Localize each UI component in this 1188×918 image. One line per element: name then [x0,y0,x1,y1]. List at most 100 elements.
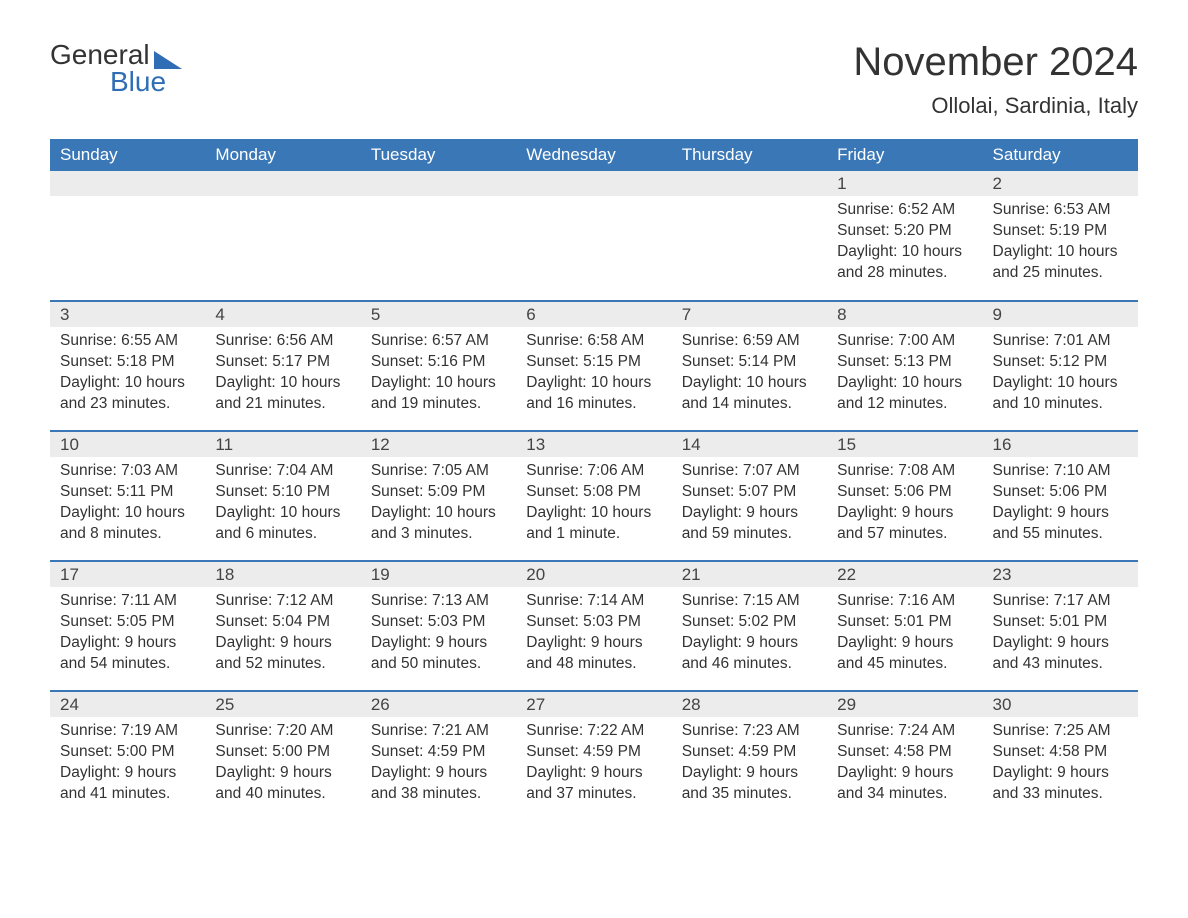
day-details: Sunrise: 7:12 AMSunset: 5:04 PMDaylight:… [205,587,360,683]
calendar-day-cell: 11Sunrise: 7:04 AMSunset: 5:10 PMDayligh… [205,431,360,561]
day-number: 2 [983,171,1138,196]
sunrise-line: Sunrise: 6:52 AM [837,200,972,221]
day-details: Sunrise: 7:15 AMSunset: 5:02 PMDaylight:… [672,587,827,683]
calendar-day-cell: 16Sunrise: 7:10 AMSunset: 5:06 PMDayligh… [983,431,1138,561]
sunset-line: Sunset: 5:01 PM [993,612,1128,633]
daylight-line-2: and 12 minutes. [837,394,972,415]
daylight-line-1: Daylight: 10 hours [215,503,350,524]
day-details: Sunrise: 6:56 AMSunset: 5:17 PMDaylight:… [205,327,360,423]
daylight-line-2: and 38 minutes. [371,784,506,805]
day-number: 3 [50,302,205,327]
sunset-line: Sunset: 5:00 PM [215,742,350,763]
daylight-line-2: and 3 minutes. [371,524,506,545]
daylight-line-2: and 41 minutes. [60,784,195,805]
sunrise-line: Sunrise: 7:11 AM [60,591,195,612]
sunset-line: Sunset: 5:03 PM [371,612,506,633]
sunrise-line: Sunrise: 7:07 AM [682,461,817,482]
sunset-line: Sunset: 5:09 PM [371,482,506,503]
daylight-line-2: and 28 minutes. [837,263,972,284]
day-number [50,171,205,196]
day-details: Sunrise: 7:01 AMSunset: 5:12 PMDaylight:… [983,327,1138,423]
day-number: 24 [50,692,205,717]
daylight-line-2: and 33 minutes. [993,784,1128,805]
daylight-line-2: and 40 minutes. [215,784,350,805]
day-details: Sunrise: 6:53 AMSunset: 5:19 PMDaylight:… [983,196,1138,292]
daylight-line-2: and 45 minutes. [837,654,972,675]
sunrise-line: Sunrise: 7:24 AM [837,721,972,742]
calendar-body: 1Sunrise: 6:52 AMSunset: 5:20 PMDaylight… [50,171,1138,821]
day-number: 10 [50,432,205,457]
day-details: Sunrise: 7:25 AMSunset: 4:58 PMDaylight:… [983,717,1138,813]
day-number: 4 [205,302,360,327]
day-details: Sunrise: 7:00 AMSunset: 5:13 PMDaylight:… [827,327,982,423]
calendar-day-cell: 2Sunrise: 6:53 AMSunset: 5:19 PMDaylight… [983,171,1138,301]
calendar-day-cell: 14Sunrise: 7:07 AMSunset: 5:07 PMDayligh… [672,431,827,561]
sunrise-line: Sunrise: 7:14 AM [526,591,661,612]
daylight-line-2: and 43 minutes. [993,654,1128,675]
sunset-line: Sunset: 4:58 PM [993,742,1128,763]
calendar-day-cell: 10Sunrise: 7:03 AMSunset: 5:11 PMDayligh… [50,431,205,561]
day-number: 16 [983,432,1138,457]
day-number: 11 [205,432,360,457]
weekday-header: Friday [827,139,982,171]
calendar-week-row: 1Sunrise: 6:52 AMSunset: 5:20 PMDaylight… [50,171,1138,301]
daylight-line-1: Daylight: 10 hours [60,373,195,394]
sunset-line: Sunset: 5:10 PM [215,482,350,503]
calendar-day-cell: 3Sunrise: 6:55 AMSunset: 5:18 PMDaylight… [50,301,205,431]
day-number: 28 [672,692,827,717]
day-number: 5 [361,302,516,327]
calendar-day-cell: 4Sunrise: 6:56 AMSunset: 5:17 PMDaylight… [205,301,360,431]
weekday-header: Monday [205,139,360,171]
day-number: 20 [516,562,671,587]
daylight-line-2: and 1 minute. [526,524,661,545]
day-number: 26 [361,692,516,717]
daylight-line-1: Daylight: 10 hours [60,503,195,524]
sunset-line: Sunset: 5:07 PM [682,482,817,503]
sunset-line: Sunset: 5:19 PM [993,221,1128,242]
day-number: 21 [672,562,827,587]
sunset-line: Sunset: 5:08 PM [526,482,661,503]
calendar-day-cell: 22Sunrise: 7:16 AMSunset: 5:01 PMDayligh… [827,561,982,691]
daylight-line-1: Daylight: 10 hours [837,373,972,394]
sunrise-line: Sunrise: 7:25 AM [993,721,1128,742]
calendar-day-cell: 29Sunrise: 7:24 AMSunset: 4:58 PMDayligh… [827,691,982,821]
daylight-line-2: and 8 minutes. [60,524,195,545]
calendar-day-cell: 20Sunrise: 7:14 AMSunset: 5:03 PMDayligh… [516,561,671,691]
daylight-line-1: Daylight: 9 hours [682,633,817,654]
day-number: 7 [672,302,827,327]
daylight-line-1: Daylight: 9 hours [60,633,195,654]
day-details: Sunrise: 7:14 AMSunset: 5:03 PMDaylight:… [516,587,671,683]
sunrise-line: Sunrise: 7:19 AM [60,721,195,742]
sunset-line: Sunset: 5:06 PM [837,482,972,503]
day-details: Sunrise: 7:24 AMSunset: 4:58 PMDaylight:… [827,717,982,813]
day-number: 18 [205,562,360,587]
day-details: Sunrise: 6:55 AMSunset: 5:18 PMDaylight:… [50,327,205,423]
day-details: Sunrise: 7:10 AMSunset: 5:06 PMDaylight:… [983,457,1138,553]
sunrise-line: Sunrise: 7:10 AM [993,461,1128,482]
day-details: Sunrise: 6:58 AMSunset: 5:15 PMDaylight:… [516,327,671,423]
day-details: Sunrise: 7:23 AMSunset: 4:59 PMDaylight:… [672,717,827,813]
day-details: Sunrise: 7:13 AMSunset: 5:03 PMDaylight:… [361,587,516,683]
calendar-day-cell: 23Sunrise: 7:17 AMSunset: 5:01 PMDayligh… [983,561,1138,691]
day-number: 8 [827,302,982,327]
calendar-day-cell: 21Sunrise: 7:15 AMSunset: 5:02 PMDayligh… [672,561,827,691]
calendar-day-cell: 5Sunrise: 6:57 AMSunset: 5:16 PMDaylight… [361,301,516,431]
sunset-line: Sunset: 5:11 PM [60,482,195,503]
daylight-line-1: Daylight: 9 hours [215,763,350,784]
calendar-table: SundayMondayTuesdayWednesdayThursdayFrid… [50,139,1138,821]
sunset-line: Sunset: 4:59 PM [526,742,661,763]
sunset-line: Sunset: 5:18 PM [60,352,195,373]
sunrise-line: Sunrise: 7:17 AM [993,591,1128,612]
sunset-line: Sunset: 5:12 PM [993,352,1128,373]
weekday-header-row: SundayMondayTuesdayWednesdayThursdayFrid… [50,139,1138,171]
daylight-line-1: Daylight: 10 hours [837,242,972,263]
daylight-line-2: and 16 minutes. [526,394,661,415]
daylight-line-1: Daylight: 10 hours [682,373,817,394]
day-number: 14 [672,432,827,457]
calendar-day-cell: 15Sunrise: 7:08 AMSunset: 5:06 PMDayligh… [827,431,982,561]
daylight-line-1: Daylight: 9 hours [215,633,350,654]
daylight-line-1: Daylight: 10 hours [526,503,661,524]
daylight-line-2: and 50 minutes. [371,654,506,675]
sunset-line: Sunset: 4:59 PM [682,742,817,763]
calendar-day-cell: 19Sunrise: 7:13 AMSunset: 5:03 PMDayligh… [361,561,516,691]
